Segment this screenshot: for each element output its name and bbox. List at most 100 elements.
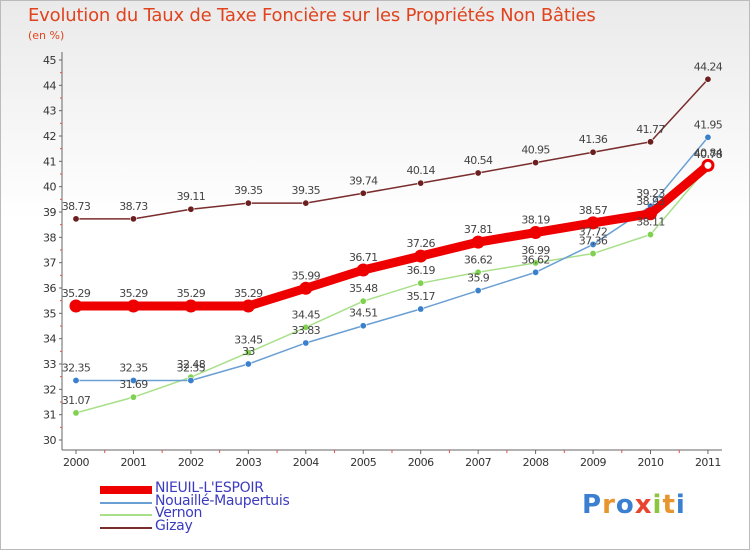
x-tick-label: 2000 <box>63 456 89 469</box>
data-point <box>187 376 195 384</box>
x-tick-label: 2006 <box>408 456 434 469</box>
data-point <box>417 279 425 287</box>
data-point <box>244 360 252 368</box>
y-tick-label: 42 <box>43 130 56 143</box>
data-label: 33 <box>242 345 255 358</box>
data-label: 35.29 <box>177 287 206 300</box>
legend-swatch <box>100 526 152 529</box>
data-label: 36.71 <box>349 251 378 264</box>
y-tick-label: 39 <box>43 206 56 219</box>
series-4 <box>72 75 712 223</box>
y-tick-label: 32 <box>43 383 56 396</box>
x-tick-label: 2011 <box>695 456 721 469</box>
data-point <box>72 409 80 417</box>
data-point <box>72 215 80 223</box>
y-tick-label: 41 <box>43 155 56 168</box>
series-line <box>76 136 709 382</box>
data-point <box>474 268 482 276</box>
data-label: 35.17 <box>406 290 435 303</box>
y-tick-label: 43 <box>43 105 56 118</box>
data-point <box>126 299 140 313</box>
x-tick-label: 2009 <box>580 456 606 469</box>
legend-swatch <box>100 486 152 494</box>
data-point <box>359 189 367 197</box>
data-point <box>589 240 597 248</box>
y-tick-label: 40 <box>43 181 56 194</box>
y-tick-label: 37 <box>43 257 56 270</box>
data-labels: 35.29 35.29 35.29 35.29 35.99 36.71 37.26 37.81… <box>62 60 724 407</box>
data-label: 36.62 <box>521 253 550 266</box>
legend-swatch <box>100 514 152 516</box>
data-point <box>417 179 425 187</box>
data-label: 40.84 <box>694 146 723 159</box>
data-point <box>129 393 137 401</box>
data-point <box>302 323 310 331</box>
data-point <box>187 205 195 213</box>
y-tick-label: 31 <box>43 409 56 422</box>
legend-label: Gizay <box>155 517 193 534</box>
data-label: 35.48 <box>349 282 378 295</box>
data-point <box>589 148 597 156</box>
data-point <box>359 297 367 305</box>
data-point <box>244 349 252 357</box>
data-label: 39.35 <box>292 184 321 197</box>
data-label: 40.14 <box>406 164 435 177</box>
data-label: 44.24 <box>694 60 723 73</box>
data-label: 32.35 <box>177 361 206 374</box>
y-tick-label: 33 <box>43 358 56 371</box>
data-point <box>356 263 370 277</box>
data-point <box>532 259 540 267</box>
series-1 <box>69 158 715 313</box>
data-label: 37.26 <box>406 237 435 250</box>
x-tick-label: 2008 <box>523 456 549 469</box>
data-point <box>359 322 367 330</box>
y-tick-label: 45 <box>43 54 56 67</box>
data-label: 32.48 <box>177 358 206 371</box>
data-label: 34.51 <box>349 307 378 320</box>
data-point <box>129 215 137 223</box>
data-point <box>72 376 80 384</box>
data-point <box>532 268 540 276</box>
x-tick-label: 2001 <box>120 456 146 469</box>
data-label: 38.93 <box>636 195 665 208</box>
series-3 <box>72 163 712 417</box>
legend-label: Nouaillé-Maupertuis <box>155 492 290 509</box>
x-tick-label: 2007 <box>465 456 491 469</box>
y-tick-label: 35 <box>43 307 56 320</box>
data-label: 31.69 <box>119 378 148 391</box>
data-label: 38.19 <box>521 214 550 227</box>
data-label: 35.29 <box>119 287 148 300</box>
data-label: 38.11 <box>636 216 665 229</box>
data-point <box>532 159 540 167</box>
data-point <box>414 249 428 263</box>
data-label: 40.95 <box>521 144 550 157</box>
proxiti-logo: Proxiti <box>582 490 686 520</box>
data-point <box>129 376 137 384</box>
data-label: 35.99 <box>292 269 321 282</box>
data-label: 37.36 <box>579 235 608 248</box>
data-point <box>704 133 712 141</box>
data-label: 39.35 <box>234 184 263 197</box>
data-point <box>244 199 252 207</box>
data-point <box>302 339 310 347</box>
data-label: 32.35 <box>62 361 91 374</box>
series-line <box>75 166 709 414</box>
x-tick-label: 2002 <box>178 456 204 469</box>
data-point <box>704 75 712 83</box>
data-point <box>241 299 255 313</box>
legend-label: Vernon <box>155 505 203 521</box>
x-tick-label: 2004 <box>293 456 319 469</box>
series-line <box>76 161 711 311</box>
data-point <box>646 231 654 239</box>
data-label: 38.73 <box>62 200 91 213</box>
data-point <box>302 199 310 207</box>
y-tick-label: 44 <box>43 79 56 92</box>
axes: 30 31 32 33 34 35 36 37 38 39 40 41 42 43 44 45 2000 2001… <box>43 52 722 469</box>
x-tick-label: 2005 <box>350 456 376 469</box>
series-layer <box>69 75 715 417</box>
data-label: 39.74 <box>349 174 378 187</box>
data-label: 41.95 <box>694 118 723 131</box>
series-2 <box>72 133 712 384</box>
data-label: 39.23 <box>636 187 665 200</box>
